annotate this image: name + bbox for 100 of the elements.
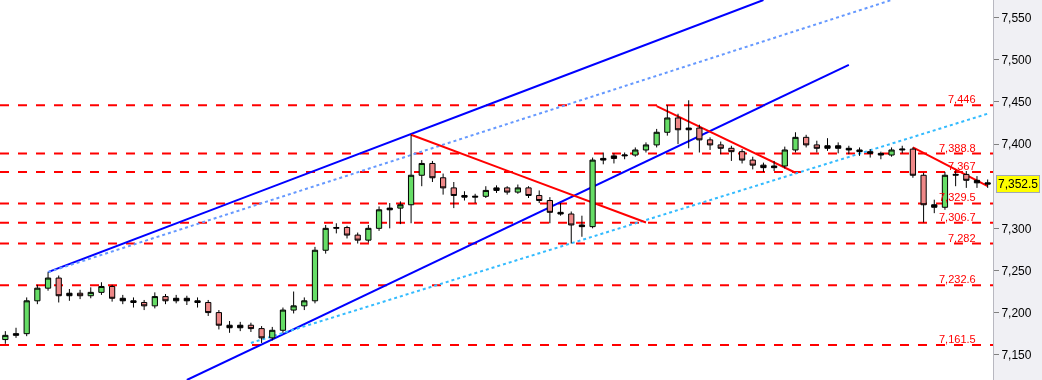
candlestick [397,200,404,225]
candlestick [824,137,831,152]
y-tick-label: 7,550 [1001,10,1032,25]
candlestick [12,327,20,339]
candlestick [728,145,735,162]
candlestick [867,148,874,159]
candlestick [333,222,340,234]
candlestick [546,196,553,224]
ref-line-label: 7,388.8 [939,142,976,154]
candlestick [899,145,906,154]
candlestick [279,307,287,334]
candlestick [578,215,586,238]
candlestick [909,146,917,179]
candlestick [76,289,84,300]
candlestick [536,189,543,204]
candlestick [375,205,383,232]
candlestick [87,286,94,299]
candlestick [504,185,511,196]
ref-line-label: 7,446 [948,93,976,105]
candlestick [343,225,351,239]
y-tick-label: 7,150 [1001,347,1032,362]
candlestick [354,232,361,244]
candlestick [685,99,692,149]
candlestick [931,199,938,214]
candlestick [664,104,671,137]
candlestick [55,275,62,303]
candlestick [365,224,372,244]
candlestick [269,326,276,341]
candlestick [472,193,479,204]
candlestick [525,185,532,199]
ref-line-label: 7,232.6 [939,273,976,285]
candlestick [301,296,308,311]
y-tick-label: 7,200 [1001,305,1032,320]
candlestick [568,210,575,244]
candlestick [23,296,30,337]
candlestick [386,202,393,229]
candlestick [66,288,73,302]
candlestick [642,141,650,154]
candlestick [258,325,265,344]
candlestick [98,281,105,296]
ref-line-label: 7,161.5 [939,333,976,345]
candlestick [44,271,52,292]
y-tick-label: 7,500 [1001,53,1032,68]
ref-line-label: 7,306.7 [939,211,976,223]
candlestick [984,178,991,189]
candlestick [845,145,852,155]
text: 7,352.5 [998,177,1039,191]
candlestick [738,148,746,164]
candlestick [34,284,41,305]
candlestick [322,224,329,255]
ref-line-label: 7,367 [948,160,976,172]
candlestick [920,172,927,223]
candlestick [803,134,810,148]
candlestick [493,184,500,194]
candlestick [226,320,233,334]
candlestick [109,284,116,303]
candlestick [130,296,137,309]
candlestick [963,170,970,189]
candlestick [696,124,703,154]
candlestick [151,291,158,309]
candlestick [407,134,415,224]
candlestick [792,131,799,154]
candlestick [888,146,895,158]
ref-line-label: 7,282 [948,232,976,244]
y-tick-label: 7,300 [1001,221,1032,236]
y-tick-label: 7,250 [1001,263,1032,278]
candlestick [162,293,169,305]
candlestick [482,185,489,199]
candlestick [706,136,714,151]
candlestick [2,330,9,345]
y-tick-label: 7,400 [1001,137,1032,152]
candlestick [205,299,212,317]
candlestick [461,190,468,202]
candlestick [856,146,863,157]
candlestick [653,128,660,148]
candlestick [717,141,724,155]
candlestick [429,160,436,183]
candlestick [877,151,884,160]
candlestick [194,296,201,309]
candlestick [557,202,564,217]
candlestick [183,295,190,306]
candlestick [781,146,788,170]
candlestick [215,309,222,330]
candlestick [311,246,319,304]
candlestick [589,157,596,229]
candlestick [440,173,447,196]
candlestick [600,152,607,165]
candlestick [632,146,639,158]
candlestick [760,162,767,173]
candlestick [514,184,521,195]
candlestick [290,291,297,314]
y-tick-label: 7,450 [1001,95,1032,110]
candlestick [141,299,148,311]
candlestick [749,156,756,170]
candlestick [771,160,778,172]
candlestick [610,152,618,164]
candlestick [247,322,255,333]
candlestick [418,159,425,187]
candlestick [621,152,628,160]
candlestick [813,140,820,154]
